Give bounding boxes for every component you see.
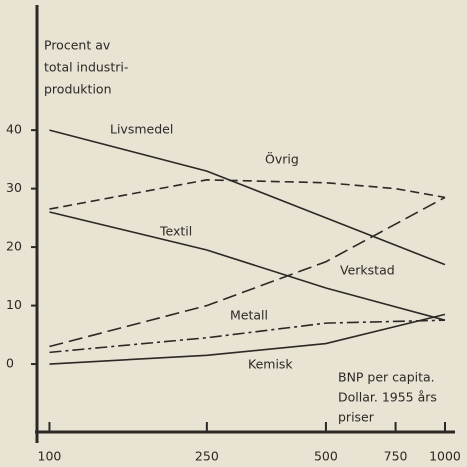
x-tick-label: 250 [195, 449, 219, 464]
series-label: Övrig [265, 151, 299, 167]
x-tick-label: 1000 [429, 449, 461, 464]
series-label: Kemisk [248, 357, 293, 372]
x-tick-label: 500 [314, 449, 338, 464]
series-line [49, 319, 446, 354]
x-axis-label: Dollar. 1955 års [338, 390, 437, 405]
y-tick-label: 40 [6, 122, 22, 137]
series-label: Livsmedel [110, 122, 173, 137]
y-axis-label: total industri- [44, 60, 128, 75]
y-tick-label: 20 [6, 239, 22, 254]
x-axis-label: priser [338, 410, 375, 425]
series-label: Metall [230, 308, 268, 323]
series-line [49, 313, 446, 365]
x-axis-label: BNP per capita. [338, 370, 435, 385]
y-tick-label: 0 [6, 356, 14, 371]
y-tick-label: 10 [6, 297, 22, 312]
y-axis-label: produktion [44, 82, 112, 97]
y-axis-label: Procent av [44, 38, 111, 53]
series-line [49, 196, 446, 348]
y-tick-label: 30 [6, 180, 22, 195]
x-tick-label: 100 [38, 449, 62, 464]
series-line [49, 129, 446, 266]
series-line [49, 179, 446, 210]
series-label: Verkstad [340, 263, 395, 278]
series-line [49, 211, 446, 321]
series-label: Textil [159, 224, 192, 239]
x-tick-label: 750 [384, 449, 408, 464]
